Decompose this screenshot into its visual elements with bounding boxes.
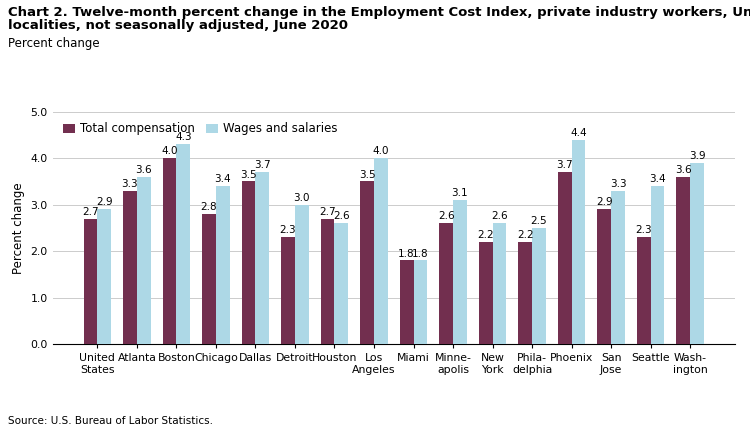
Text: 4.0: 4.0 — [373, 146, 389, 157]
Text: 2.8: 2.8 — [201, 202, 217, 212]
Text: 3.3: 3.3 — [122, 179, 138, 189]
Text: 3.4: 3.4 — [650, 174, 666, 184]
Text: Source: U.S. Bureau of Labor Statistics.: Source: U.S. Bureau of Labor Statistics. — [8, 416, 212, 426]
Text: 1.8: 1.8 — [412, 249, 429, 258]
Text: 3.9: 3.9 — [688, 151, 705, 161]
Bar — [413, 261, 428, 344]
Text: 2.3: 2.3 — [635, 225, 652, 235]
Y-axis label: Percent change: Percent change — [12, 182, 25, 274]
Text: 2.6: 2.6 — [491, 212, 508, 221]
Text: 2.6: 2.6 — [438, 212, 454, 221]
Bar — [597, 209, 611, 344]
Bar — [123, 191, 136, 344]
Bar — [295, 205, 309, 344]
Text: Chart 2. Twelve-month percent change in the Employment Cost Index, private indus: Chart 2. Twelve-month percent change in … — [8, 6, 750, 19]
Bar — [136, 177, 151, 344]
Bar — [281, 237, 295, 344]
Bar — [163, 158, 176, 344]
Bar — [256, 172, 269, 344]
Bar — [334, 223, 348, 344]
Bar — [374, 158, 388, 344]
Bar — [518, 242, 532, 344]
Bar — [532, 228, 546, 344]
Text: 2.3: 2.3 — [280, 225, 296, 235]
Bar — [83, 218, 98, 344]
Text: 2.2: 2.2 — [517, 230, 533, 240]
Text: 2.9: 2.9 — [596, 197, 613, 207]
Bar — [637, 237, 651, 344]
Bar — [400, 261, 413, 344]
Bar — [216, 186, 229, 344]
Bar — [242, 181, 256, 344]
Bar — [690, 163, 704, 344]
Text: 2.6: 2.6 — [333, 212, 350, 221]
Text: Percent change: Percent change — [8, 37, 99, 49]
Text: 3.7: 3.7 — [556, 160, 573, 170]
Text: 4.3: 4.3 — [175, 132, 191, 142]
Bar — [176, 144, 190, 344]
Text: 3.3: 3.3 — [610, 179, 626, 189]
Text: 2.2: 2.2 — [477, 230, 494, 240]
Text: 2.9: 2.9 — [96, 197, 112, 207]
Text: 3.5: 3.5 — [358, 169, 376, 180]
Text: 3.0: 3.0 — [293, 193, 310, 203]
Bar — [676, 177, 690, 344]
Bar — [478, 242, 493, 344]
Bar — [321, 218, 334, 344]
Bar — [611, 191, 625, 344]
Bar — [440, 223, 453, 344]
Bar — [98, 209, 111, 344]
Text: 3.6: 3.6 — [675, 165, 692, 175]
Text: 3.1: 3.1 — [452, 188, 468, 198]
Text: 3.6: 3.6 — [136, 165, 152, 175]
Bar — [453, 200, 466, 344]
Text: localities, not seasonally adjusted, June 2020: localities, not seasonally adjusted, Jun… — [8, 19, 347, 32]
Text: 2.7: 2.7 — [82, 207, 99, 217]
Text: 3.7: 3.7 — [254, 160, 271, 170]
Text: 3.4: 3.4 — [214, 174, 231, 184]
Text: 1.8: 1.8 — [398, 249, 415, 258]
Text: 4.0: 4.0 — [161, 146, 178, 157]
Bar — [558, 172, 572, 344]
Text: 2.5: 2.5 — [531, 216, 548, 226]
Text: 2.7: 2.7 — [320, 207, 336, 217]
Text: 4.4: 4.4 — [570, 128, 586, 138]
Bar — [572, 140, 586, 344]
Bar — [360, 181, 374, 344]
Bar — [651, 186, 664, 344]
Bar — [202, 214, 216, 344]
Legend: Total compensation, Wages and salaries: Total compensation, Wages and salaries — [58, 118, 342, 140]
Bar — [493, 223, 506, 344]
Text: 3.5: 3.5 — [240, 169, 256, 180]
